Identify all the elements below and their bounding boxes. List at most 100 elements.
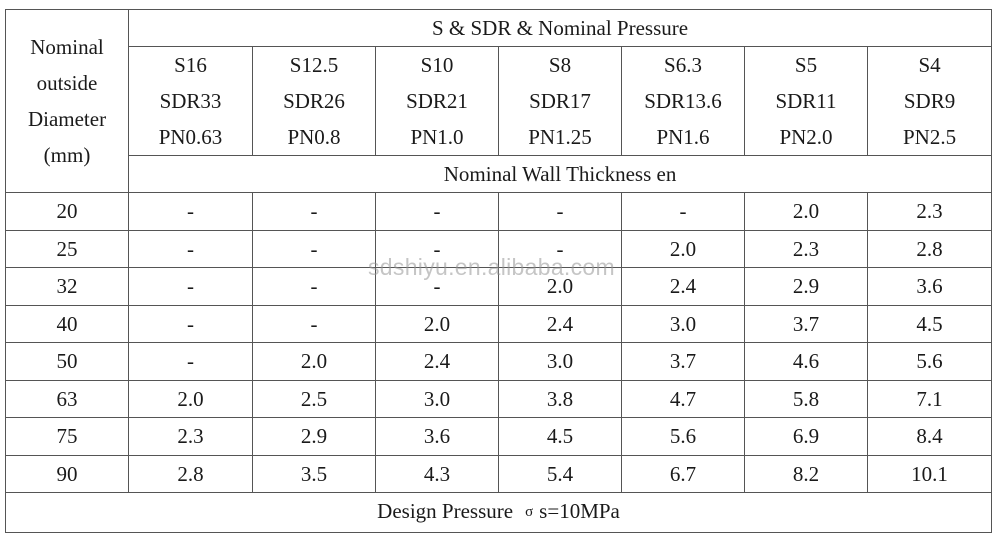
series-s: S10 — [420, 53, 454, 77]
diameter-cell: 32 — [5, 267, 129, 306]
thickness-cell: - — [128, 229, 253, 268]
thickness-cell: 5.6 — [866, 342, 993, 381]
thickness-cell: 3.7 — [621, 342, 745, 381]
thickness-cell: 4.3 — [375, 454, 499, 493]
diameter-cell: 75 — [5, 417, 129, 456]
thickness-cell: 2.3 — [744, 229, 868, 268]
wall-thickness-header: Nominal Wall Thickness en — [127, 155, 993, 193]
thickness-cell: - — [498, 192, 622, 231]
thickness-cell: 2.0 — [744, 192, 868, 231]
series-s: S12.5 — [289, 53, 339, 77]
thickness-cell: 4.7 — [621, 379, 745, 418]
thickness-cell: - — [128, 342, 253, 381]
series-sdr: SDR17 — [529, 89, 591, 113]
series-sdr: SDR21 — [406, 89, 468, 113]
design-pressure-value: s=10MPa — [539, 499, 620, 523]
diameter-cell: 20 — [5, 192, 129, 231]
table-row: 40- -2.0 2.4 3.0 3.7 4.5 — [5, 304, 993, 343]
thickness-cell: 3.0 — [375, 379, 499, 418]
thickness-cell: - — [621, 192, 745, 231]
diameter-cell: 25 — [5, 229, 129, 268]
thickness-cell: 8.4 — [866, 417, 993, 456]
table-row: 32- - -2.0 2.4 2.9 3.6 — [5, 267, 993, 306]
thickness-cell: 4.6 — [744, 342, 868, 381]
series-pn: PN2.5 — [902, 125, 957, 149]
series-pn: PN0.8 — [287, 125, 341, 149]
series-header: S16 SDR33 PN0.63 — [128, 46, 253, 156]
series-pn: PN0.63 — [158, 125, 223, 149]
series-sdr: SDR11 — [775, 89, 837, 113]
thickness-cell: 5.6 — [621, 417, 745, 456]
thickness-cell: - — [252, 229, 376, 268]
thickness-cell: 10.1 — [866, 454, 993, 493]
thickness-cell: 3.8 — [498, 379, 622, 418]
series-s: S5 — [794, 53, 818, 77]
thickness-cell: 6.9 — [744, 417, 868, 456]
thickness-cell: 7.1 — [866, 379, 993, 418]
thickness-cell: - — [252, 267, 376, 306]
thickness-cell: 2.3 — [128, 417, 253, 456]
table-row: 20- - - - -2.0 2.3 — [5, 192, 993, 231]
thickness-cell: 2.0 — [252, 342, 376, 381]
thickness-cell: 2.4 — [621, 267, 745, 306]
thickness-cell: - — [252, 304, 376, 343]
thickness-cell: 5.4 — [498, 454, 622, 493]
design-pressure-label: Design Pressure — [377, 499, 514, 523]
diameter-cell: 50 — [5, 342, 129, 381]
thickness-cell: 2.9 — [252, 417, 376, 456]
series-pn: PN1.0 — [410, 125, 464, 149]
thickness-cell: - — [128, 304, 253, 343]
thickness-cell: 5.8 — [744, 379, 868, 418]
thickness-cell: 4.5 — [866, 304, 993, 343]
thickness-cell: 2.0 — [128, 379, 253, 418]
series-header: S10 SDR21 PN1.0 — [375, 46, 499, 156]
thickness-cell: 2.4 — [498, 304, 622, 343]
diameter-header-line: Diameter — [27, 107, 107, 131]
thickness-cell: - — [375, 192, 499, 231]
diameter-header-line: Nominal — [30, 35, 104, 59]
table-row: 25- - - -2.0 2.3 2.8 — [5, 229, 993, 268]
table-row: 90 2.8 3.5 4.3 5.4 6.7 8.2 10.1 — [5, 454, 993, 493]
thickness-cell: - — [128, 192, 253, 231]
pipe-wall-thickness-table: Nominal outside Diameter (mm) S & SDR & … — [4, 9, 993, 533]
diameter-header-line: (mm) — [43, 143, 91, 167]
thickness-cell: 3.0 — [621, 304, 745, 343]
series-sdr: SDR13.6 — [644, 89, 722, 113]
design-pressure-note: Design Pressure σ s=10MPa — [4, 492, 993, 533]
series-pn: PN1.6 — [656, 125, 710, 149]
thickness-cell: 3.0 — [498, 342, 622, 381]
diameter-cell: 90 — [5, 454, 129, 493]
thickness-cell: 2.8 — [866, 229, 993, 268]
series-s: S16 — [174, 53, 207, 77]
thickness-cell: 3.6 — [375, 417, 499, 456]
diameter-cell: 40 — [5, 304, 129, 343]
table-row: 63 2.0 2.5 3.0 3.8 4.7 5.8 7.1 — [5, 379, 993, 418]
series-header: S12.5 SDR26 PN0.8 — [252, 46, 376, 156]
thickness-cell: 2.0 — [498, 267, 622, 306]
series-s: S4 — [918, 53, 941, 77]
series-header: S6.3 SDR13.6 PN1.6 — [621, 46, 745, 156]
thickness-cell: 2.3 — [866, 192, 993, 231]
thickness-cell: - — [252, 192, 376, 231]
series-header: S8 SDR17 PN1.25 — [498, 46, 622, 156]
series-sdr: SDR26 — [283, 89, 345, 113]
thickness-cell: 2.0 — [621, 229, 745, 268]
group-header: S & SDR & Nominal Pressure — [127, 9, 993, 47]
series-sdr: SDR33 — [159, 89, 222, 113]
thickness-cell: - — [128, 267, 253, 306]
thickness-cell: 8.2 — [744, 454, 868, 493]
series-s: S6.3 — [664, 53, 702, 77]
sigma-symbol: σ — [525, 504, 534, 520]
series-header: S5 SDR11 PN2.0 — [744, 46, 868, 156]
thickness-cell: 3.5 — [252, 454, 376, 493]
table-row: 50-2.0 2.4 3.0 3.7 4.6 5.6 — [5, 342, 993, 381]
thickness-cell: 3.6 — [866, 267, 993, 306]
thickness-cell: 2.5 — [252, 379, 376, 418]
diameter-cell: 63 — [5, 379, 129, 418]
thickness-cell: 6.7 — [621, 454, 745, 493]
series-pn: PN2.0 — [779, 125, 833, 149]
diameter-header: Nominal outside Diameter (mm) — [5, 9, 129, 193]
series-s: S8 — [548, 53, 572, 77]
thickness-cell: 2.8 — [128, 454, 253, 493]
table-row: 75 2.3 2.9 3.6 4.5 5.6 6.9 8.4 — [5, 417, 993, 456]
